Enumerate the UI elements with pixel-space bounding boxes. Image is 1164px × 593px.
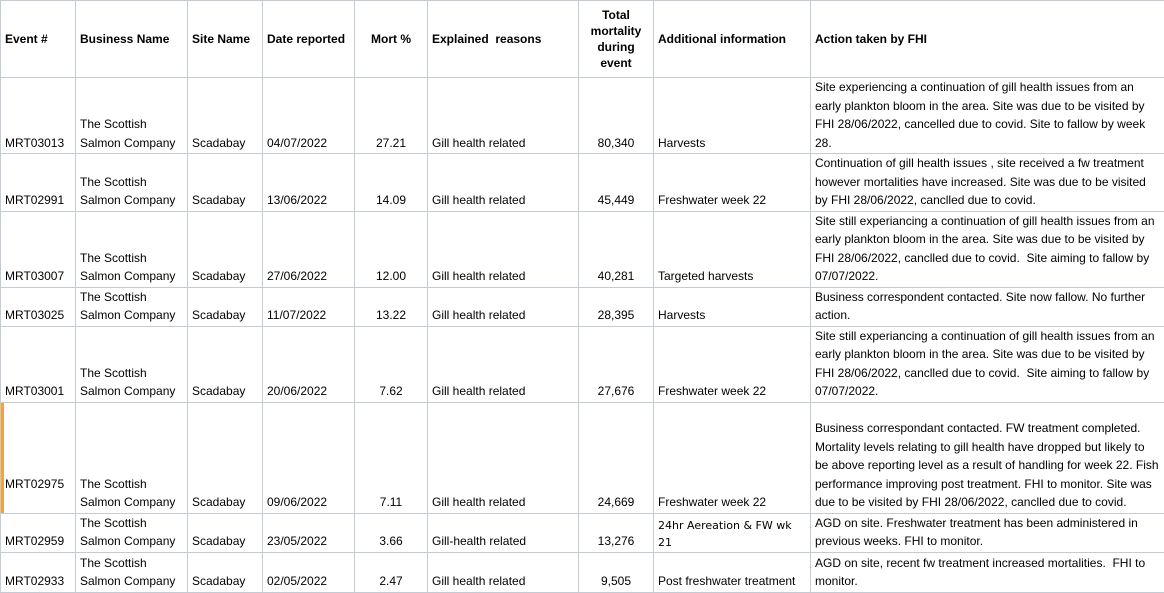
cell-total-mortality[interactable]: 40,281 bbox=[579, 211, 654, 287]
cell-site-name[interactable]: Scadabay bbox=[188, 287, 263, 326]
cell-business-name[interactable]: The Scottish Salmon Company bbox=[76, 287, 188, 326]
cell-mort-pct[interactable]: 7.62 bbox=[355, 326, 428, 402]
cell-site-name[interactable]: Scadabay bbox=[188, 402, 263, 513]
cell-additional-info[interactable]: Targeted harvests bbox=[654, 211, 811, 287]
cell-site-name[interactable]: Scadabay bbox=[188, 326, 263, 402]
cell-site-name[interactable]: Scadabay bbox=[188, 211, 263, 287]
table-row: MRT02975 The Scottish Salmon Company Sca… bbox=[1, 402, 1164, 513]
cell-action-taken[interactable]: Site still experiancing a continuation o… bbox=[811, 326, 1164, 402]
cell-site-name[interactable]: Scadabay bbox=[188, 78, 263, 154]
cell-additional-info[interactable]: Freshwater week 22 bbox=[654, 154, 811, 212]
cell-date-reported[interactable]: 09/06/2022 bbox=[263, 402, 355, 513]
cell-date-reported[interactable]: 11/07/2022 bbox=[263, 287, 355, 326]
cell-event-number[interactable]: MRT02933 bbox=[1, 552, 76, 592]
cell-site-name[interactable]: Scadabay bbox=[188, 513, 263, 552]
cell-explained-reasons[interactable]: Gill health related bbox=[428, 211, 579, 287]
cell-event-number[interactable]: MRT03013 bbox=[1, 78, 76, 154]
cell-total-mortality[interactable]: 24,669 bbox=[579, 402, 654, 513]
cell-date-reported[interactable]: 23/05/2022 bbox=[263, 513, 355, 552]
cell-action-taken[interactable]: Business correspondent contacted. Site n… bbox=[811, 287, 1164, 326]
cell-total-mortality[interactable]: 27,676 bbox=[579, 326, 654, 402]
cell-total-mortality[interactable]: 9,505 bbox=[579, 552, 654, 592]
cell-additional-info[interactable]: Post freshwater treatment bbox=[654, 552, 811, 592]
row-highlight-marker bbox=[1, 403, 4, 513]
event-number-text: MRT02975 bbox=[5, 477, 64, 491]
cell-mort-pct[interactable]: 13.22 bbox=[355, 287, 428, 326]
cell-explained-reasons[interactable]: Gill health related bbox=[428, 326, 579, 402]
cell-date-reported[interactable]: 27/06/2022 bbox=[263, 211, 355, 287]
cell-business-name[interactable]: The Scottish Salmon Company bbox=[76, 154, 188, 212]
cell-explained-reasons[interactable]: Gill health related bbox=[428, 78, 579, 154]
table-row: MRT03001 The Scottish Salmon Company Sca… bbox=[1, 326, 1164, 402]
cell-additional-info[interactable]: Freshwater week 22 bbox=[654, 326, 811, 402]
cell-action-taken[interactable]: Site still experiancing a continuation o… bbox=[811, 211, 1164, 287]
cell-event-number[interactable]: MRT02959 bbox=[1, 513, 76, 552]
cell-additional-info[interactable]: Freshwater week 22 bbox=[654, 402, 811, 513]
cell-explained-reasons[interactable]: Gill health related bbox=[428, 154, 579, 212]
cell-additional-info[interactable]: Harvests bbox=[654, 287, 811, 326]
cell-business-name[interactable]: The Scottish Salmon Company bbox=[76, 211, 188, 287]
cell-business-name[interactable]: The Scottish Salmon Company bbox=[76, 552, 188, 592]
header-total-mortality[interactable]: Total mortality during event bbox=[579, 1, 654, 78]
cell-action-taken[interactable]: Business correspondant contacted. FW tre… bbox=[811, 402, 1164, 513]
cell-explained-reasons[interactable]: Gill health related bbox=[428, 552, 579, 592]
table-row: MRT03007 The Scottish Salmon Company Sca… bbox=[1, 211, 1164, 287]
cell-total-mortality[interactable]: 28,395 bbox=[579, 287, 654, 326]
cell-total-mortality[interactable]: 80,340 bbox=[579, 78, 654, 154]
header-date-reported[interactable]: Date reported bbox=[263, 1, 355, 78]
header-event-number[interactable]: Event # bbox=[1, 1, 76, 78]
cell-business-name[interactable]: The Scottish Salmon Company bbox=[76, 513, 188, 552]
cell-business-name[interactable]: The Scottish Salmon Company bbox=[76, 402, 188, 513]
cell-business-name[interactable]: The Scottish Salmon Company bbox=[76, 326, 188, 402]
cell-mort-pct[interactable]: 12.00 bbox=[355, 211, 428, 287]
cell-total-mortality[interactable]: 45,449 bbox=[579, 154, 654, 212]
cell-event-number[interactable]: MRT03007 bbox=[1, 211, 76, 287]
cell-date-reported[interactable]: 20/06/2022 bbox=[263, 326, 355, 402]
cell-action-taken[interactable]: Site experiencing a continuation of gill… bbox=[811, 78, 1164, 154]
header-business-name[interactable]: Business Name bbox=[76, 1, 188, 78]
cell-event-number[interactable]: MRT03025 bbox=[1, 287, 76, 326]
header-mort-pct[interactable]: Mort % bbox=[355, 1, 428, 78]
cell-additional-info[interactable]: Harvests bbox=[654, 78, 811, 154]
cell-additional-info[interactable]: 24hr Aereation & FW wk 21 bbox=[654, 513, 811, 552]
header-site-name[interactable]: Site Name bbox=[188, 1, 263, 78]
cell-mort-pct[interactable]: 7.11 bbox=[355, 402, 428, 513]
cell-date-reported[interactable]: 02/05/2022 bbox=[263, 552, 355, 592]
cell-site-name[interactable]: Scadabay bbox=[188, 154, 263, 212]
header-additional-info[interactable]: Additional information bbox=[654, 1, 811, 78]
cell-action-taken[interactable]: Continuation of gill health issues , sit… bbox=[811, 154, 1164, 212]
cell-date-reported[interactable]: 04/07/2022 bbox=[263, 78, 355, 154]
cell-mort-pct[interactable]: 27.21 bbox=[355, 78, 428, 154]
header-explained-reasons[interactable]: Explained reasons bbox=[428, 1, 579, 78]
header-action-taken[interactable]: Action taken by FHI bbox=[811, 1, 1164, 78]
header-row: Event # Business Name Site Name Date rep… bbox=[1, 1, 1164, 78]
cell-explained-reasons[interactable]: Gill-health related bbox=[428, 513, 579, 552]
table-row: MRT03013 The Scottish Salmon Company Sca… bbox=[1, 78, 1164, 154]
cell-event-number[interactable]: MRT03001 bbox=[1, 326, 76, 402]
table-row: MRT02933 The Scottish Salmon Company Sca… bbox=[1, 552, 1164, 592]
table-row: MRT02959 The Scottish Salmon Company Sca… bbox=[1, 513, 1164, 552]
table-row: MRT02991 The Scottish Salmon Company Sca… bbox=[1, 154, 1164, 212]
cell-mort-pct[interactable]: 2.47 bbox=[355, 552, 428, 592]
cell-event-number[interactable]: MRT02975 bbox=[1, 402, 76, 513]
cell-business-name[interactable]: The Scottish Salmon Company bbox=[76, 78, 188, 154]
cell-date-reported[interactable]: 13/06/2022 bbox=[263, 154, 355, 212]
cell-action-taken[interactable]: AGD on site, recent fw treatment increas… bbox=[811, 552, 1164, 592]
cell-site-name[interactable]: Scadabay bbox=[188, 552, 263, 592]
cell-mort-pct[interactable]: 3.66 bbox=[355, 513, 428, 552]
cell-event-number[interactable]: MRT02991 bbox=[1, 154, 76, 212]
cell-mort-pct[interactable]: 14.09 bbox=[355, 154, 428, 212]
cell-explained-reasons[interactable]: Gill health related bbox=[428, 287, 579, 326]
cell-action-taken[interactable]: AGD on site. Freshwater treatment has be… bbox=[811, 513, 1164, 552]
table-row: MRT03025 The Scottish Salmon Company Sca… bbox=[1, 287, 1164, 326]
cell-total-mortality[interactable]: 13,276 bbox=[579, 513, 654, 552]
cell-explained-reasons[interactable]: Gill health related bbox=[428, 402, 579, 513]
